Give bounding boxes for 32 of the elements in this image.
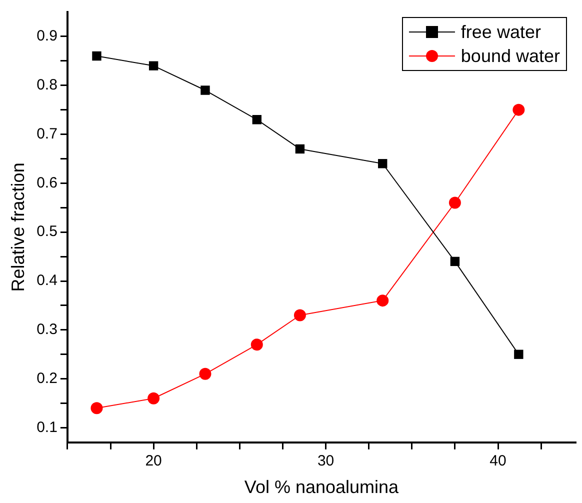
y-tick-label: 0.2: [36, 370, 58, 387]
y-tick-label: 0.4: [36, 272, 58, 290]
point: [448, 196, 461, 209]
legend-label: bound water: [460, 45, 560, 68]
point: [199, 368, 212, 380]
y-tick-label: 0.7: [36, 125, 58, 142]
point: [252, 115, 262, 124]
y-tick-label: 0.1: [36, 418, 58, 436]
y-tick-label: 0.3: [36, 321, 58, 338]
y-tick-label: 0.8: [36, 76, 58, 94]
point: [450, 256, 460, 266]
x-tick-label: 30: [317, 452, 334, 470]
y-tick-label: 0.5: [36, 223, 58, 240]
point: [148, 392, 160, 404]
point: [294, 309, 306, 322]
point: [514, 350, 524, 359]
point: [90, 402, 103, 414]
legend-label: free water: [460, 21, 541, 44]
point: [200, 86, 210, 95]
y-axis-title: Relative fraction: [8, 162, 28, 292]
point: [250, 338, 263, 351]
point: [512, 104, 525, 116]
y-tick-label: 0.6: [36, 174, 58, 192]
point: [376, 294, 389, 307]
x-tick-label: 20: [145, 452, 162, 470]
point: [295, 144, 305, 154]
x-axis-title: Vol % nanoalumina: [244, 477, 400, 498]
point: [378, 159, 388, 168]
x-tick-label: 40: [490, 452, 506, 470]
point: [92, 51, 102, 61]
point: [148, 61, 158, 70]
y-tick-label: 0.9: [36, 28, 58, 45]
